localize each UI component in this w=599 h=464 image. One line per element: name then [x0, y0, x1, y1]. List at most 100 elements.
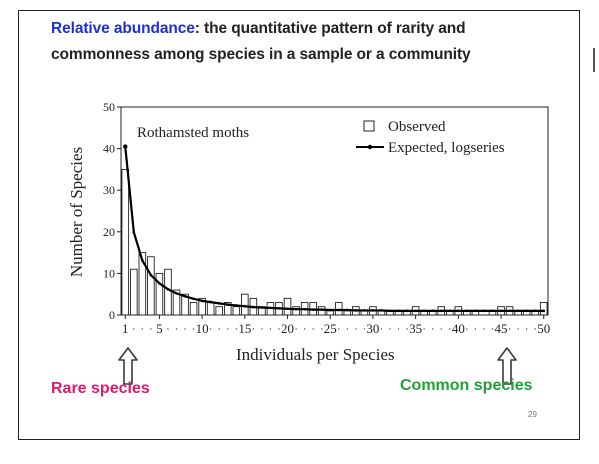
y-tick-label: 0	[109, 308, 115, 322]
observed-bars	[121, 168, 548, 316]
x-minor-tick	[440, 328, 442, 330]
expected-point	[388, 309, 392, 313]
expected-point	[320, 308, 323, 311]
expected-point	[243, 304, 247, 308]
y-tick-label: 10	[103, 266, 115, 280]
expected-point	[439, 309, 443, 313]
slide-heading-line-2: commonness among species in a sample or …	[51, 46, 471, 63]
observed-bar	[539, 302, 548, 316]
x-minor-tick	[209, 328, 212, 330]
expected-point	[397, 309, 400, 313]
expected-point	[371, 309, 375, 312]
expected-point	[166, 287, 170, 291]
chart-title: Rothamsted moths	[137, 125, 249, 141]
observed-bar	[189, 302, 198, 316]
expected-point	[542, 309, 546, 313]
expected-point	[533, 309, 537, 313]
legend-observed-swatch	[363, 120, 375, 132]
expected-point	[209, 300, 212, 304]
x-minor-tick	[269, 328, 272, 330]
expected-point	[192, 297, 195, 301]
expected-point	[149, 273, 153, 277]
x-minor-tick	[227, 328, 229, 330]
expected-point	[269, 306, 272, 310]
expected-line-path	[124, 146, 544, 312]
expected-point	[234, 304, 238, 307]
expected-point	[516, 309, 520, 313]
expected-point	[226, 303, 230, 306]
x-minor-tick	[320, 328, 323, 330]
slide-heading-line-1: Relative abundance: the quantitative pat…	[51, 20, 466, 38]
expected-point	[294, 307, 298, 311]
x-minor-tick	[483, 328, 485, 330]
x-tick-label: 20	[281, 321, 294, 336]
x-minor-tick	[278, 328, 280, 330]
observed-bar	[164, 268, 172, 316]
y-tick-label: 30	[103, 183, 115, 197]
heading-term: Relative abundance	[51, 20, 195, 37]
x-tick-label: 15	[238, 321, 251, 336]
expected-point	[158, 282, 161, 285]
observed-bar	[343, 310, 352, 316]
x-minor-tick	[449, 328, 451, 330]
x-minor-tick	[261, 328, 263, 330]
expected-point	[414, 309, 417, 313]
expected-point	[132, 230, 136, 234]
x-minor-tick	[355, 328, 357, 330]
expected-point	[474, 309, 477, 313]
observed-bar	[283, 297, 292, 316]
x-minor-tick	[218, 328, 220, 330]
x-minor-tick	[312, 328, 314, 330]
y-axis-label: Number of Species	[67, 147, 86, 277]
x-minor-tick	[150, 328, 152, 330]
x-minor-tick	[167, 328, 169, 330]
expected-point	[508, 309, 511, 313]
x-minor-tick	[389, 328, 391, 330]
expected-point	[354, 309, 358, 312]
x-minor-tick	[252, 328, 255, 330]
expected-point	[328, 308, 332, 312]
expected-point	[465, 309, 469, 313]
x-tick-label: 25	[324, 321, 337, 336]
expected-point	[200, 299, 204, 303]
observed-bar	[215, 306, 223, 316]
x-tick-label: 45	[495, 321, 508, 336]
x-minor-tick	[184, 328, 186, 330]
x-minor-tick	[474, 328, 477, 330]
expected-point	[175, 292, 178, 295]
legend: Observed Expected, logseries	[356, 119, 505, 156]
x-minor-tick	[235, 328, 237, 330]
expected-point	[286, 307, 289, 311]
x-minor-tick	[432, 328, 434, 330]
x-tick-label: 40	[452, 321, 465, 336]
y-tick-label: 20	[103, 225, 115, 239]
expected-point	[525, 309, 528, 313]
expected-point	[346, 308, 349, 312]
x-minor-tick	[175, 328, 178, 330]
expected-point	[405, 309, 409, 313]
x-minor-tick	[517, 328, 519, 330]
legend-expected-label: Expected, logseries	[388, 140, 505, 156]
x-minor-tick	[397, 328, 400, 330]
x-minor-tick	[133, 328, 135, 330]
expected-point	[277, 307, 281, 310]
expected-point	[311, 308, 315, 311]
expected-point	[252, 305, 255, 309]
legend-observed-label: Observed	[388, 119, 446, 135]
observed-bar	[130, 268, 138, 316]
up-arrow-outline-icon	[118, 347, 138, 385]
observed-bar	[241, 293, 249, 316]
expected-line	[123, 144, 546, 313]
x-tick-label: 5	[156, 321, 163, 336]
observed-bar	[121, 168, 130, 316]
slide-frame	[18, 10, 580, 440]
x-minor-tick	[466, 328, 468, 330]
x-minor-tick	[508, 328, 511, 330]
observed-bar	[232, 306, 241, 316]
x-minor-tick	[192, 328, 195, 330]
x-minor-tick	[423, 328, 425, 330]
expected-point	[363, 309, 366, 312]
expected-point	[303, 307, 306, 311]
